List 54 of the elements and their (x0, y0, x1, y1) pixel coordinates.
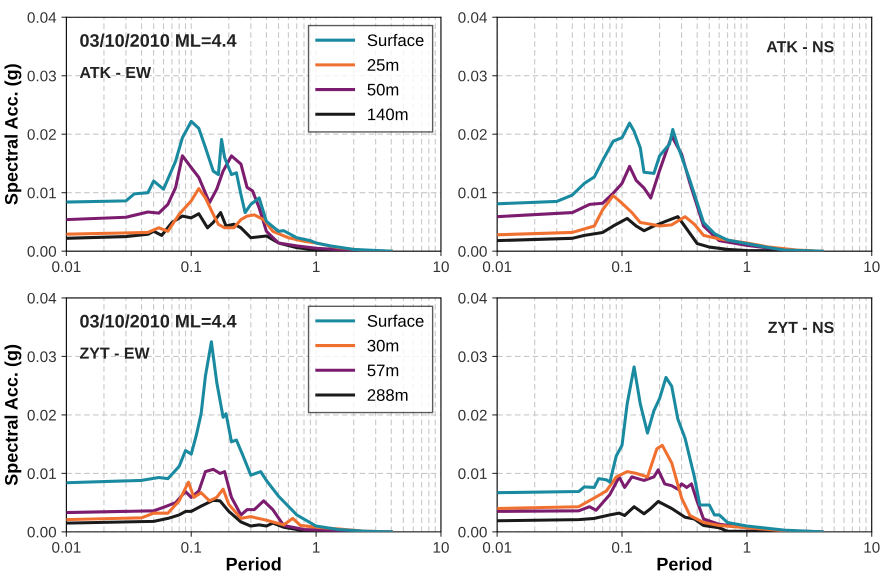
y-tick-label: 0.02 (28, 410, 56, 421)
y-tick-label: 0.04 (28, 292, 56, 304)
x-tick-label: 0.01 (482, 261, 512, 272)
y-tick-label: 0.00 (458, 526, 487, 538)
x-tick-label: 0.01 (52, 261, 80, 272)
x-tick-label: 1 (313, 542, 320, 553)
x-tick-label: 1 (744, 542, 750, 553)
x-tick-label: 10 (434, 261, 449, 272)
y-tick-label: 0.02 (458, 410, 487, 421)
x-axis-title: Period (658, 557, 712, 570)
y-tick-label: 0.03 (28, 351, 56, 362)
legend-label: 57m (368, 364, 398, 376)
annotation: ZYT - NS (768, 322, 834, 334)
y-tick-label: 0.01 (28, 468, 56, 480)
y-axis-title: Spectral Acc. (g) (4, 64, 22, 205)
y-tick-label: 0.02 (28, 129, 56, 140)
legend-label: 288m (368, 389, 408, 401)
y-tick-label: 0.01 (28, 188, 56, 198)
legend-label: 140m (368, 108, 408, 120)
x-tick-label: 1 (744, 261, 750, 272)
x-axis-title: Period (226, 557, 281, 570)
y-tick-label: 0.00 (28, 246, 56, 257)
x-tick-label: 0.01 (52, 542, 80, 553)
legend-label: 25m (368, 59, 398, 71)
legend-label: 50m (368, 84, 398, 96)
y-axis-title: Spectral Acc. (g) (4, 344, 22, 486)
x-tick-label: 10 (434, 542, 449, 553)
annotation: ATK - NS (766, 41, 834, 52)
annotation: ZYT - EW (80, 348, 150, 359)
y-tick-label: 0.04 (458, 12, 487, 23)
x-tick-label: 0.1 (612, 261, 632, 272)
y-tick-label: 0.00 (28, 526, 56, 538)
legend-label: 30m (367, 340, 398, 352)
y-tick-label: 0.00 (458, 246, 487, 257)
legend-label: Surface (368, 34, 424, 46)
annotation: 03/10/2010 ML=4.4 (80, 34, 236, 48)
y-tick-label: 0.03 (458, 351, 487, 362)
x-tick-label: 1 (313, 261, 320, 272)
y-tick-label: 0.04 (28, 12, 56, 23)
x-tick-label: 0.01 (482, 542, 512, 553)
x-tick-label: 10 (864, 261, 880, 272)
y-tick-label: 0.01 (458, 468, 487, 480)
x-tick-label: 0.1 (612, 542, 632, 553)
x-tick-label: 0.1 (181, 542, 202, 553)
annotation: 03/10/2010 ML=4.4 (80, 314, 236, 328)
y-tick-label: 0.03 (28, 70, 56, 82)
y-tick-label: 0.02 (458, 129, 487, 140)
x-tick-label: 10 (864, 542, 880, 553)
y-tick-label: 0.04 (458, 292, 487, 304)
annotation: ATK - EW (80, 66, 152, 78)
x-tick-label: 0.1 (181, 261, 202, 272)
y-tick-label: 0.03 (458, 70, 487, 82)
legend-label: Surface (368, 314, 424, 327)
y-tick-label: 0.01 (458, 188, 487, 198)
